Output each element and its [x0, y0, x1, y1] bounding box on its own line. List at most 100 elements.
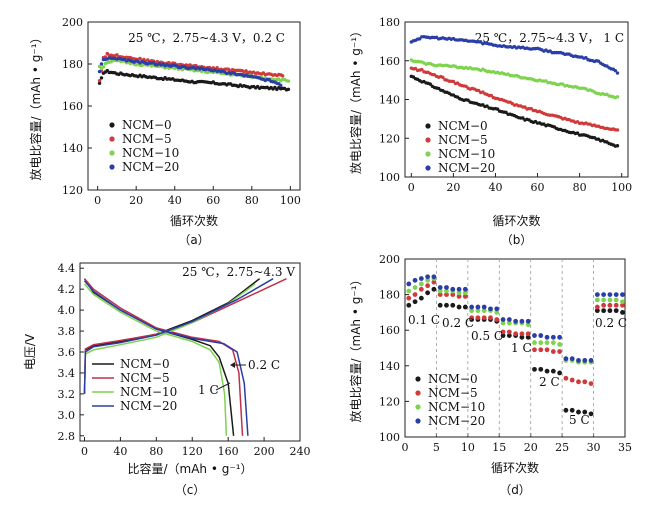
- rate-label: 0.1 C: [408, 313, 440, 327]
- data-point: [506, 333, 512, 338]
- data-point: [588, 411, 594, 417]
- data-point: [569, 407, 575, 413]
- data-point: [620, 299, 625, 305]
- y-tick-label: 3.8: [58, 325, 76, 338]
- data-point: [437, 288, 443, 294]
- data-point: [615, 71, 620, 75]
- discharge-curve-NCM−20: [83, 280, 249, 436]
- data-point: [420, 67, 424, 72]
- data-point: [475, 308, 481, 314]
- y-axis-label: 放电比容量/（mAh • g⁻¹）: [348, 25, 363, 174]
- y-tick-label: 3.6: [58, 346, 76, 359]
- legend-marker: [415, 404, 421, 410]
- data-point: [544, 368, 550, 374]
- legend-marker: [415, 390, 421, 396]
- legend-marker: [415, 418, 421, 424]
- panel-a: 0 20 40 60 80 100 120 140 160 180 200 循环次数 放电比容量/（mA…: [28, 16, 301, 247]
- x-tick-label: 0: [408, 181, 415, 194]
- legend-marker: [109, 164, 115, 170]
- y-tick-label: 100: [379, 171, 400, 184]
- legend-marker: [425, 123, 431, 129]
- data-point: [594, 308, 600, 314]
- data-point: [425, 274, 431, 280]
- data-point: [519, 334, 525, 340]
- data-point: [532, 333, 537, 338]
- x-tick-label: 15: [492, 441, 506, 454]
- data-point: [481, 308, 487, 314]
- data-point: [620, 302, 625, 308]
- panel-label: （a）: [178, 233, 209, 247]
- data-point: [279, 83, 283, 88]
- annotation-arrow: [215, 382, 231, 391]
- rate-label: 1 C: [511, 341, 532, 355]
- arrowhead: [230, 362, 235, 368]
- data-point: [519, 318, 525, 324]
- legend-marker: [425, 151, 431, 157]
- data-point: [532, 340, 537, 346]
- data-point: [97, 78, 102, 83]
- data-point: [594, 292, 600, 297]
- data-point: [607, 297, 613, 303]
- data-point: [607, 308, 613, 314]
- legend-label: NCM−5: [438, 133, 488, 147]
- data-point: [418, 295, 424, 301]
- data-point: [613, 292, 619, 297]
- series-NCM−20: [406, 274, 625, 363]
- data-point: [444, 285, 449, 290]
- charge-curve-NCM−5: [83, 278, 287, 394]
- data-point: [513, 331, 519, 337]
- data-point: [488, 306, 493, 312]
- data-point: [550, 349, 556, 354]
- data-point: [557, 334, 563, 340]
- data-point: [101, 65, 106, 69]
- x-tick-label: 120: [182, 445, 203, 458]
- panel-label: （c）: [175, 483, 206, 497]
- data-point: [550, 368, 556, 374]
- data-point: [532, 347, 537, 353]
- y-tick-label: 140: [62, 142, 83, 155]
- x-tick-label: 0: [402, 441, 409, 454]
- rate-label: 2 C: [539, 375, 560, 389]
- data-point: [469, 308, 475, 314]
- charge-curve-NCM−20: [83, 278, 274, 394]
- data-point: [456, 290, 462, 296]
- data-point: [494, 306, 500, 312]
- data-point: [97, 69, 102, 74]
- data-point: [97, 81, 102, 85]
- legend-label: NCM−10: [120, 385, 177, 399]
- data-point: [538, 366, 544, 372]
- y-tick-label: 180: [379, 16, 400, 29]
- data-point: [425, 283, 431, 289]
- data-point: [538, 340, 544, 346]
- data-point: [576, 358, 581, 363]
- panel-c: 0 40 80 120 160 200 240 2.8 3.0 3.2 3.4 3.6 3.8 4.0 4.…: [23, 262, 311, 497]
- y-tick-label: 4.2: [58, 283, 76, 296]
- x-tick-label: 100: [611, 181, 632, 194]
- data-point: [525, 334, 531, 340]
- data-point: [544, 347, 550, 353]
- x-axis-label: 比容量/（mAh • g⁻¹）: [127, 461, 252, 476]
- y-axis-label: 电压/V: [23, 333, 37, 370]
- data-point: [550, 334, 556, 340]
- data-point: [456, 286, 462, 292]
- data-point: [450, 286, 456, 292]
- legend-label: NCM−20: [122, 160, 179, 174]
- data-point: [576, 409, 581, 415]
- x-tick-label: 25: [555, 441, 569, 454]
- data-point: [462, 290, 468, 296]
- legend-label: NCM−20: [438, 161, 495, 175]
- data-point: [99, 76, 104, 80]
- plot-frame: [79, 262, 301, 442]
- y-tick-label: 120: [62, 184, 83, 197]
- x-tick-label: 60: [206, 194, 220, 207]
- data-point: [412, 277, 418, 283]
- data-point: [594, 304, 600, 310]
- x-axis-label: 循环次数: [492, 213, 540, 228]
- y-tick-label: 100: [379, 431, 400, 444]
- x-tick-label: 80: [149, 445, 163, 458]
- x-tick-label: 240: [290, 445, 311, 458]
- data-point: [444, 288, 449, 294]
- legend-label: NCM−0: [120, 357, 170, 371]
- data-point: [544, 340, 550, 346]
- data-point: [412, 292, 418, 297]
